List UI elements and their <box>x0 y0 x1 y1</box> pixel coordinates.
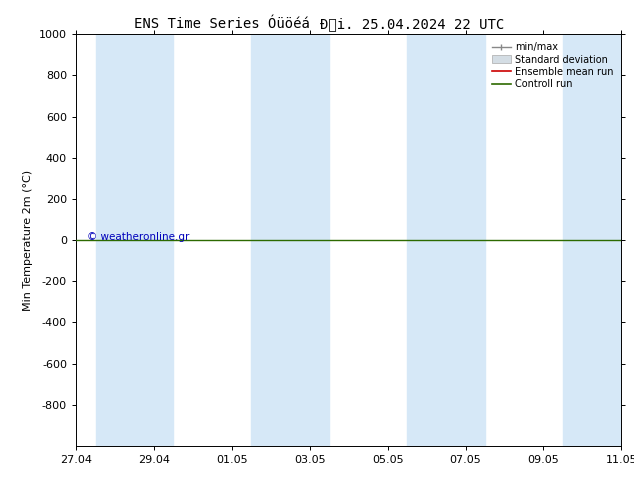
Legend: min/max, Standard deviation, Ensemble mean run, Controll run: min/max, Standard deviation, Ensemble me… <box>489 39 616 92</box>
Bar <box>96 34 174 446</box>
Bar <box>407 34 485 446</box>
Text: © weatheronline.gr: © weatheronline.gr <box>87 232 190 242</box>
Bar <box>563 34 621 446</box>
Y-axis label: Min Temperature 2m (°C): Min Temperature 2m (°C) <box>23 170 34 311</box>
Text: ENS Time Series Óüöéá: ENS Time Series Óüöéá <box>134 17 310 31</box>
Bar <box>251 34 329 446</box>
Text: Đải. 25.04.2024 22 UTC: Đải. 25.04.2024 22 UTC <box>320 17 504 31</box>
